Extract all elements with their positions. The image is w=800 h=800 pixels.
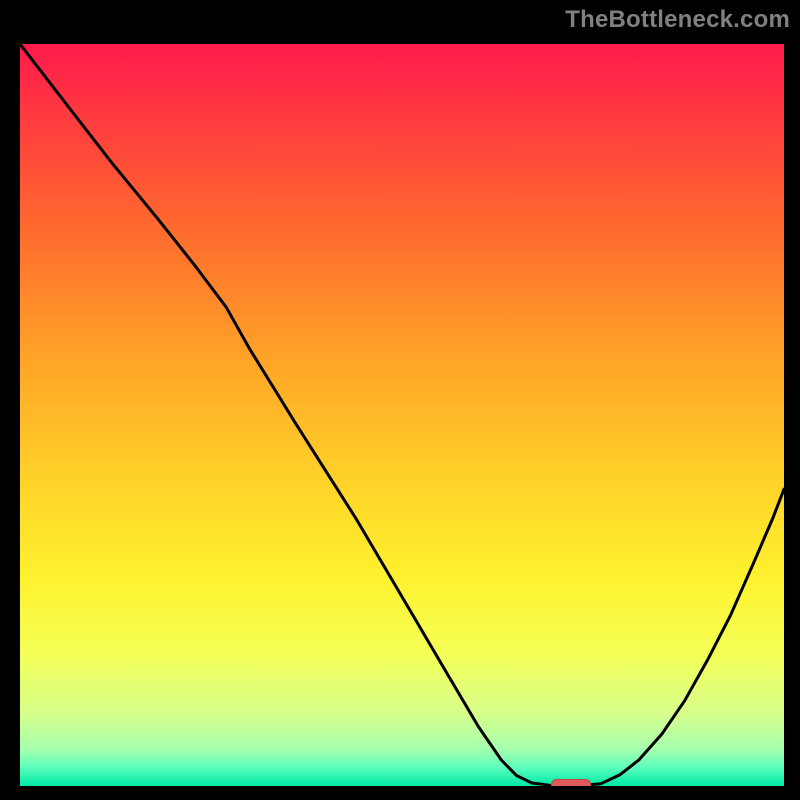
watermark-label: TheBottleneck.com (565, 6, 790, 34)
gradient-rect (20, 44, 784, 786)
chart-canvas: TheBottleneck.com (0, 0, 800, 800)
plot-svg (20, 44, 784, 786)
optimal-point-marker (551, 779, 591, 788)
plot-area (18, 42, 786, 788)
